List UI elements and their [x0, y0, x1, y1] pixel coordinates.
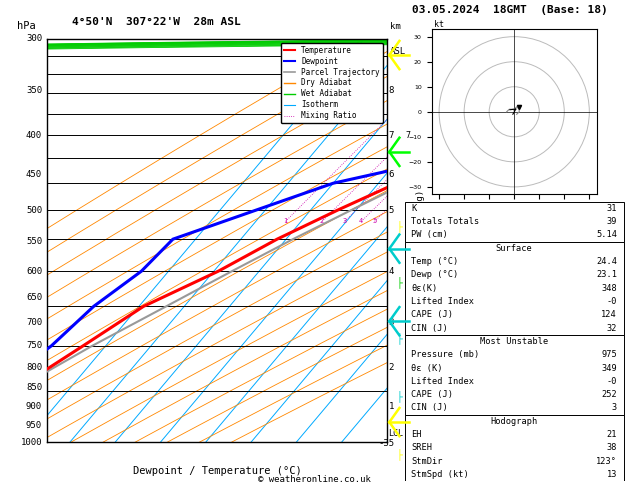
Text: ├: ├ — [396, 449, 403, 460]
Text: 03.05.2024  18GMT  (Base: 18): 03.05.2024 18GMT (Base: 18) — [412, 5, 608, 15]
Text: K: K — [411, 204, 417, 213]
Text: 23.1: 23.1 — [596, 270, 617, 279]
Text: Lifted Index: Lifted Index — [411, 377, 474, 386]
Text: Hodograph: Hodograph — [491, 417, 538, 426]
Text: 8: 8 — [389, 86, 394, 95]
Text: 5: 5 — [406, 206, 411, 214]
Text: Mixing Ratio (g/kg): Mixing Ratio (g/kg) — [416, 190, 425, 292]
Text: 650: 650 — [26, 294, 42, 302]
Text: 700: 700 — [26, 318, 42, 327]
Text: 950: 950 — [26, 420, 42, 430]
Text: Lifted Index: Lifted Index — [411, 297, 474, 306]
Text: θε(K): θε(K) — [411, 284, 438, 293]
Text: SREH: SREH — [411, 443, 433, 452]
Bar — [405, 242, 623, 335]
Text: -0: -0 — [606, 297, 617, 306]
Legend: Temperature, Dewpoint, Parcel Trajectory, Dry Adiabat, Wet Adiabat, Isotherm, Mi: Temperature, Dewpoint, Parcel Trajectory… — [281, 43, 383, 123]
Text: 3: 3 — [611, 403, 617, 413]
Text: 350: 350 — [26, 86, 42, 95]
Bar — [405, 335, 623, 415]
Text: 1: 1 — [284, 218, 287, 225]
Text: 4°50'N  307°22'W  28m ASL: 4°50'N 307°22'W 28m ASL — [72, 17, 241, 27]
Text: Totals Totals: Totals Totals — [411, 217, 480, 226]
Text: θε (K): θε (K) — [411, 364, 443, 373]
Text: 5: 5 — [406, 267, 411, 276]
Bar — [405, 415, 623, 481]
Text: 800: 800 — [26, 363, 42, 372]
Text: 252: 252 — [601, 390, 617, 399]
Text: LCL: LCL — [389, 429, 404, 438]
Text: 500: 500 — [26, 206, 42, 214]
Text: CAPE (J): CAPE (J) — [411, 310, 454, 319]
Text: ├: ├ — [396, 332, 403, 344]
Text: CIN (J): CIN (J) — [411, 324, 448, 332]
Text: km: km — [390, 22, 401, 31]
Text: 31: 31 — [606, 204, 617, 213]
Text: 450: 450 — [26, 170, 42, 179]
Text: ASL: ASL — [390, 47, 406, 56]
Text: kt: kt — [434, 20, 444, 29]
Text: EH: EH — [411, 430, 422, 439]
Text: 1000: 1000 — [21, 438, 42, 447]
Text: ├: ├ — [396, 220, 403, 232]
Text: 550: 550 — [26, 238, 42, 246]
Text: 6: 6 — [389, 170, 394, 179]
Text: 21: 21 — [606, 430, 617, 439]
Text: Temp (°C): Temp (°C) — [411, 257, 459, 266]
Text: 124: 124 — [601, 310, 617, 319]
Text: Dewp (°C): Dewp (°C) — [411, 270, 459, 279]
Text: Dewpoint / Temperature (°C): Dewpoint / Temperature (°C) — [133, 467, 301, 476]
Text: 900: 900 — [26, 402, 42, 412]
Text: 750: 750 — [26, 341, 42, 350]
Text: ├: ├ — [396, 390, 403, 402]
Text: 13: 13 — [606, 470, 617, 479]
Text: 850: 850 — [26, 383, 42, 392]
Text: hPa: hPa — [16, 21, 35, 31]
Text: 2: 2 — [389, 363, 394, 372]
Text: 1: 1 — [406, 402, 411, 412]
Text: 2: 2 — [406, 363, 411, 372]
Text: 2: 2 — [320, 218, 324, 225]
Text: 7: 7 — [406, 131, 411, 140]
Text: Surface: Surface — [496, 244, 533, 253]
Text: 123°: 123° — [596, 457, 617, 466]
Text: 39: 39 — [606, 217, 617, 226]
Text: PW (cm): PW (cm) — [411, 230, 448, 240]
Bar — [405, 202, 623, 242]
Text: 975: 975 — [601, 350, 617, 359]
Text: 5: 5 — [372, 218, 377, 225]
Text: StmSpd (kt): StmSpd (kt) — [411, 470, 469, 479]
Text: 348: 348 — [601, 284, 617, 293]
Text: 3: 3 — [389, 318, 394, 327]
Text: 4: 4 — [359, 218, 364, 225]
Text: 24.4: 24.4 — [596, 257, 617, 266]
Text: 38: 38 — [606, 443, 617, 452]
Text: 349: 349 — [601, 364, 617, 373]
Text: Pressure (mb): Pressure (mb) — [411, 350, 480, 359]
Text: Most Unstable: Most Unstable — [480, 337, 548, 346]
Text: 300: 300 — [26, 35, 42, 43]
Text: 5.14: 5.14 — [596, 230, 617, 240]
Text: StmDir: StmDir — [411, 457, 443, 466]
Text: 1: 1 — [389, 402, 394, 412]
Text: ├: ├ — [396, 276, 403, 288]
Text: 4: 4 — [389, 267, 394, 276]
Text: -35: -35 — [379, 439, 395, 448]
Text: 3: 3 — [406, 318, 411, 327]
Text: 7: 7 — [389, 131, 394, 140]
Text: CAPE (J): CAPE (J) — [411, 390, 454, 399]
Text: -0: -0 — [606, 377, 617, 386]
Text: 400: 400 — [26, 131, 42, 140]
Text: 3: 3 — [343, 218, 347, 225]
Text: 32: 32 — [606, 324, 617, 332]
Text: 5: 5 — [389, 206, 394, 214]
Text: © weatheronline.co.uk: © weatheronline.co.uk — [258, 474, 371, 484]
Text: 600: 600 — [26, 267, 42, 276]
Text: CIN (J): CIN (J) — [411, 403, 448, 413]
